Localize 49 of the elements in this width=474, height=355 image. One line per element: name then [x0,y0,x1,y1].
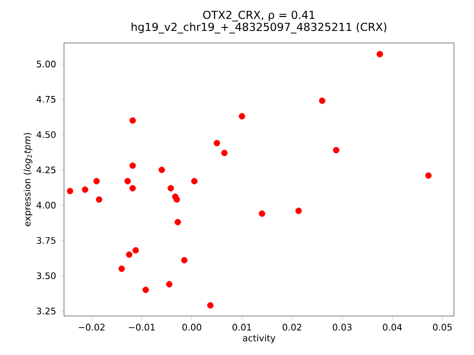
point [82,186,88,193]
y-tick-label: 5.00 [36,60,56,68]
point [132,247,139,254]
point [158,166,165,174]
point [129,185,136,192]
point [376,50,384,58]
chart-title: OTX2_CRX, ρ = 0.41 [203,10,314,22]
x-axis-title: activity [242,334,276,344]
y-tick-label: 4.25 [36,166,56,174]
point [181,257,188,264]
y-tick-label: 4.50 [36,131,56,138]
point [168,185,174,192]
y-tick-label: 3.25 [36,308,56,314]
y-tick-label: 3.75 [36,237,56,244]
point [126,251,132,258]
y-axis-title: expression (log$_{2}$tpm) [24,133,32,226]
y-tick-label: 4.75 [36,96,56,103]
y-tick-label: 4.00 [36,202,56,209]
point [96,196,102,203]
point [258,210,266,217]
point [214,140,220,146]
point [332,146,340,154]
point [318,98,326,104]
point [166,281,172,288]
point [207,302,214,309]
point [129,117,136,124]
point [174,196,180,203]
point [129,162,136,169]
x-tick-label: −0.01 [128,324,155,331]
y-tick-label: 3.50 [36,272,56,280]
chart-subtitle: hg19_v2_chr19_+_48325097_48325211 (CRX) [132,22,386,34]
point [425,172,432,179]
point [174,218,181,226]
x-tick-label: 0.05 [433,324,452,331]
x-tick-label: 0.01 [232,324,252,331]
point [295,208,302,214]
x-tick-label: 0.02 [282,324,302,331]
point [142,286,149,294]
point [191,178,198,184]
x-tick-label: 0.03 [332,324,352,331]
point [221,150,228,156]
x-tick-label: 0.00 [182,324,202,331]
point [124,178,131,184]
x-tick-label: 0.04 [382,324,402,331]
point [66,188,74,194]
point [93,178,100,184]
x-tick-label: −0.02 [78,324,104,331]
point [118,266,125,272]
point [238,113,246,120]
